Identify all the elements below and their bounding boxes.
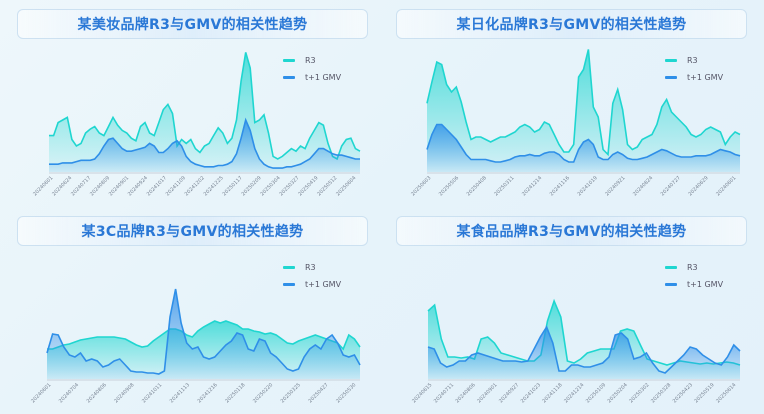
x-tick-label: 20250204: [607, 382, 629, 404]
x-tick-label: 20240927: [498, 382, 520, 404]
chart-panel-beauty: 某美妆品牌R3与GMV的相关性趋势 20240601 20240624 202407…: [0, 0, 382, 207]
legend-item-r3[interactable]: R3: [665, 259, 723, 276]
chart-panel-daily-chem: 某日化品牌R3与GMV的相关性趋势 20250603 20250506 202504…: [382, 0, 764, 207]
x-tick-label: 20241011: [141, 382, 163, 404]
x-tick-label: 20250302: [628, 382, 650, 404]
series-area: [428, 301, 740, 379]
chart-legend: R3 t+1 GMV: [283, 52, 341, 86]
gmv-swatch-icon: [665, 76, 677, 79]
chart-title-box: 某日化品牌R3与GMV的相关性趋势: [396, 9, 747, 39]
legend-item-r3[interactable]: R3: [283, 259, 341, 276]
legend-item-gmv[interactable]: t+1 GMV: [283, 69, 341, 86]
x-tick-label: 20250530: [335, 382, 357, 404]
gmv-swatch-icon: [665, 283, 677, 286]
legend-item-gmv[interactable]: t+1 GMV: [665, 276, 723, 293]
chart-title: 某日化品牌R3与GMV的相关性趋势: [456, 17, 687, 33]
r3-swatch-icon: [665, 266, 677, 269]
series-area: [427, 124, 740, 172]
x-tick-label: 20250614: [715, 382, 737, 404]
x-tick-label: 20250109: [585, 382, 607, 404]
x-tick-label: 20240711: [433, 382, 455, 404]
x-tick-label: 20241023: [520, 382, 542, 404]
x-tick-label: 20241118: [541, 382, 563, 404]
x-tick-label: 20250311: [493, 175, 515, 197]
chart-panel-food: 某食品品牌R3与GMV的相关性趋势 20240615 20240711 202408…: [382, 207, 764, 414]
series-line: [427, 325, 741, 374]
legend-label: t+1 GMV: [687, 73, 724, 82]
legend-label: t+1 GMV: [687, 280, 724, 289]
r3-swatch-icon: [283, 59, 295, 62]
legend-label: t+1 GMV: [305, 73, 342, 82]
legend-label: R3: [687, 56, 698, 65]
x-tick-label: 20250408: [466, 175, 488, 197]
series-line: [47, 320, 361, 351]
x-tick-label: 20241214: [521, 175, 543, 197]
chart-legend: R3 t+1 GMV: [665, 52, 723, 86]
series-area: [49, 120, 360, 172]
series-area: [49, 52, 360, 172]
series-line: [426, 49, 741, 157]
chart-title: 某美妆品牌R3与GMV的相关性趋势: [77, 17, 308, 33]
series-area: [427, 49, 740, 172]
gmv-swatch-icon: [283, 283, 295, 286]
x-tick-label: 20250328: [650, 382, 672, 404]
x-tick-label: 20250427: [307, 382, 329, 404]
legend-label: t+1 GMV: [305, 280, 342, 289]
gmv-swatch-icon: [283, 76, 295, 79]
x-tick-label: 20241019: [577, 175, 599, 197]
chart-legend: R3 t+1 GMV: [665, 259, 723, 293]
legend-item-r3[interactable]: R3: [665, 52, 723, 69]
chart-title-box: 某食品品牌R3与GMV的相关性趋势: [396, 216, 747, 246]
x-tick-label: 20241113: [169, 382, 191, 404]
x-tick-label: 20240806: [86, 382, 108, 404]
x-tick-label: 20250519: [693, 382, 715, 404]
area-chart: 2024060120240624202407172024080920240901…: [32, 52, 361, 197]
chart-legend: R3 t+1 GMV: [283, 259, 341, 293]
chart-title: 某食品品牌R3与GMV的相关性趋势: [456, 224, 687, 240]
x-tick-label: 20240615: [411, 382, 433, 404]
x-tick-label: 20240601: [30, 382, 52, 404]
series-area: [47, 289, 360, 379]
chart-title: 某3C品牌R3与GMV的相关性趋势: [81, 224, 304, 240]
r3-swatch-icon: [665, 59, 677, 62]
x-tick-label: 20241214: [563, 382, 585, 404]
legend-item-r3[interactable]: R3: [283, 52, 341, 69]
x-tick-label: 20250506: [438, 175, 460, 197]
x-tick-label: 20241216: [197, 382, 219, 404]
series-line: [46, 288, 361, 375]
series-area: [428, 327, 740, 379]
x-tick-label: 20240824: [632, 175, 654, 197]
x-tick-label: 20240901: [476, 382, 498, 404]
x-tick-label: 20250325: [280, 382, 302, 404]
x-tick-label: 20240601: [715, 175, 737, 197]
x-tick-label: 20240727: [660, 175, 682, 197]
x-tick-label: 20240908: [113, 382, 135, 404]
legend-item-gmv[interactable]: t+1 GMV: [665, 69, 723, 86]
r3-swatch-icon: [283, 266, 295, 269]
x-tick-label: 20250603: [410, 175, 432, 197]
series-line: [49, 117, 360, 169]
x-tick-label: 20240806: [455, 382, 477, 404]
chart-panel-3c: 某3C品牌R3与GMV的相关性趋势 20240601 20240704 202408…: [0, 207, 382, 414]
x-tick-label: 20250423: [672, 382, 694, 404]
legend-label: R3: [305, 263, 316, 272]
area-chart: 20240615 20240711 20240806 20240901 20240927…: [411, 298, 741, 404]
x-tick-label: 20241116: [549, 175, 571, 197]
x-tick-label: 20240704: [58, 382, 80, 404]
legend-label: R3: [687, 263, 698, 272]
x-tick-label: 20240629: [687, 175, 709, 197]
x-tick-label: 20250604: [335, 175, 357, 197]
x-tick-label: 20250118: [224, 382, 246, 404]
area-chart: 20250603 20250506 20250408 20250311 20241214…: [410, 49, 741, 197]
area-chart: 20240601 20240704 20240806 20240908 20241011…: [30, 288, 361, 404]
legend-item-gmv[interactable]: t+1 GMV: [283, 276, 341, 293]
x-tick-label: 20250220: [252, 382, 274, 404]
series-line: [49, 52, 361, 161]
chart-title-box: 某3C品牌R3与GMV的相关性趋势: [17, 216, 368, 246]
chart-title-box: 某美妆品牌R3与GMV的相关性趋势: [17, 9, 368, 39]
legend-label: R3: [305, 56, 316, 65]
x-tick-label: 20240921: [604, 175, 626, 197]
series-line: [426, 123, 741, 163]
